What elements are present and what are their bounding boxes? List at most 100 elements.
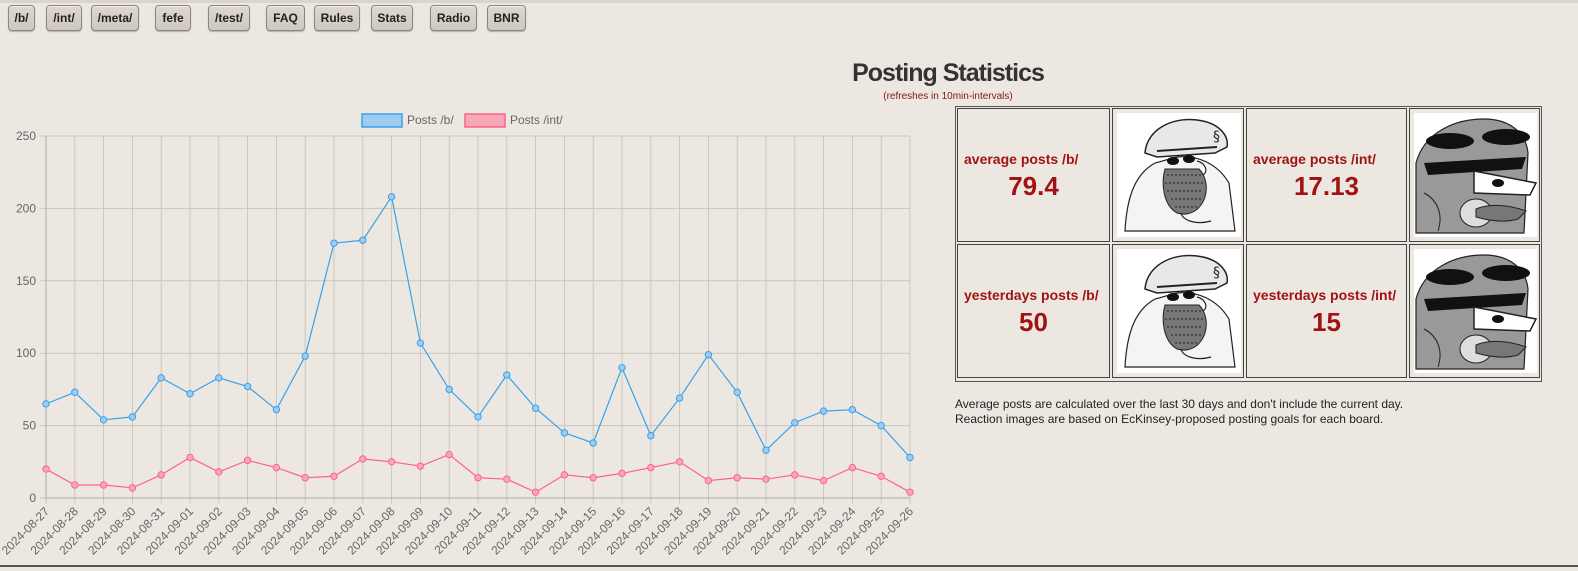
nav-button-faq[interactable]: FAQ (266, 5, 305, 31)
yest-b-label: yesterdays posts /b/ (964, 287, 1099, 303)
data-point (301, 352, 309, 360)
data-point (877, 472, 885, 480)
refresh-subtitle: (refreshes in 10min-intervals) (883, 91, 1013, 102)
yest-b-value: 50 (1019, 307, 1048, 337)
data-point (791, 471, 799, 479)
data-point (503, 475, 511, 483)
data-point (359, 236, 367, 244)
data-point (272, 405, 281, 414)
data-point (128, 484, 137, 492)
data-point (819, 476, 828, 485)
data-point (215, 374, 223, 382)
data-point (416, 339, 425, 347)
nav-button-radio[interactable]: Radio (430, 5, 477, 31)
reaction-image-int-yesterday (1409, 244, 1540, 378)
nav-button-b[interactable]: /b/ (8, 5, 35, 31)
sunglasses-pelican-reaction-icon (1414, 249, 1537, 373)
data-point (906, 453, 914, 462)
nav-button-rules[interactable]: Rules (314, 5, 360, 31)
nav-button-test[interactable]: /test/ (208, 5, 250, 31)
data-point (71, 388, 79, 396)
data-point (877, 421, 885, 430)
avg-b-label: average posts /b/ (964, 151, 1079, 167)
data-point (819, 407, 828, 415)
data-point (272, 463, 281, 472)
data-point (157, 374, 165, 382)
legend-swatch (464, 113, 506, 128)
data-point (42, 465, 50, 473)
svg-text:§: § (1213, 265, 1220, 281)
avg-int-cell: average posts /int/ 17.13 (1246, 108, 1407, 242)
legend-label: Posts /int/ (510, 113, 563, 127)
yest-int-cell: yesterdays posts /int/ 15 (1246, 244, 1407, 378)
bearded-captain-reaction-icon: § (1117, 249, 1241, 373)
data-point (445, 450, 453, 459)
data-point (71, 481, 79, 489)
data-point (474, 413, 482, 421)
nav-button-fefe[interactable]: fefe (155, 5, 191, 31)
y-tick-label: 100 (16, 346, 36, 360)
data-point (589, 439, 597, 447)
legend-swatch (361, 113, 403, 128)
data-point (330, 472, 338, 480)
stats-table: average posts /b/ 79.4 § average posts /… (955, 106, 1542, 382)
page-title: Posting Statistics (852, 59, 1045, 87)
reaction-image-b-avg: § (1112, 108, 1244, 242)
data-point (416, 462, 425, 470)
yest-int-label: yesterdays posts /int/ (1253, 287, 1397, 303)
data-point (560, 429, 569, 437)
data-point (647, 463, 655, 472)
data-point (301, 474, 309, 482)
avg-b-cell: average posts /b/ 79.4 (957, 108, 1110, 242)
y-tick-label: 0 (29, 491, 36, 505)
nav-button-meta[interactable]: /meta/ (91, 5, 139, 31)
note-average: Average posts are calculated over the la… (955, 397, 1404, 411)
data-point (762, 475, 770, 483)
posts-line-chart: 0501001502002502024-08-272024-08-282024-… (0, 113, 916, 558)
data-point (791, 419, 799, 427)
bottom-divider (0, 565, 1578, 567)
data-point (589, 474, 597, 482)
data-point (531, 404, 540, 412)
nav-button-bnr[interactable]: BNR (487, 5, 526, 31)
data-point (704, 350, 713, 359)
data-point (243, 456, 252, 465)
data-point (157, 471, 165, 479)
data-point (647, 432, 655, 440)
yest-b-cell: yesterdays posts /b/ 50 (957, 244, 1110, 378)
data-point (99, 416, 108, 424)
yest-int-value: 15 (1312, 307, 1341, 337)
data-point (675, 458, 684, 466)
reaction-image-int-avg (1409, 108, 1540, 242)
data-point (733, 388, 741, 396)
y-tick-label: 200 (16, 201, 36, 215)
data-point (733, 474, 741, 482)
y-tick-label: 150 (16, 274, 36, 288)
data-point (906, 488, 914, 496)
data-point (445, 385, 453, 394)
data-point (704, 476, 713, 485)
data-point (503, 371, 511, 379)
data-point (762, 446, 770, 454)
svg-text:§: § (1213, 129, 1220, 145)
data-point (474, 474, 482, 482)
nav-button-int[interactable]: /int/ (46, 5, 82, 31)
data-point (42, 400, 50, 408)
note-reaction-images: Reaction images are based on EcKinsey-pr… (955, 412, 1384, 426)
sunglasses-pelican-reaction-icon (1414, 113, 1537, 237)
avg-int-value: 17.13 (1293, 171, 1360, 201)
data-point (330, 239, 338, 247)
y-tick-label: 250 (16, 129, 36, 143)
y-tick-label: 50 (23, 419, 37, 433)
nav-button-stats[interactable]: Stats (371, 5, 413, 31)
data-point (215, 468, 223, 476)
reaction-image-b-yesterday: § (1112, 244, 1244, 378)
data-point (560, 471, 569, 479)
data-point (128, 413, 137, 421)
data-point (99, 481, 108, 489)
data-point (387, 193, 396, 201)
data-point (186, 390, 194, 398)
data-point (243, 382, 252, 391)
avg-int-label: average posts /int/ (1253, 151, 1376, 167)
